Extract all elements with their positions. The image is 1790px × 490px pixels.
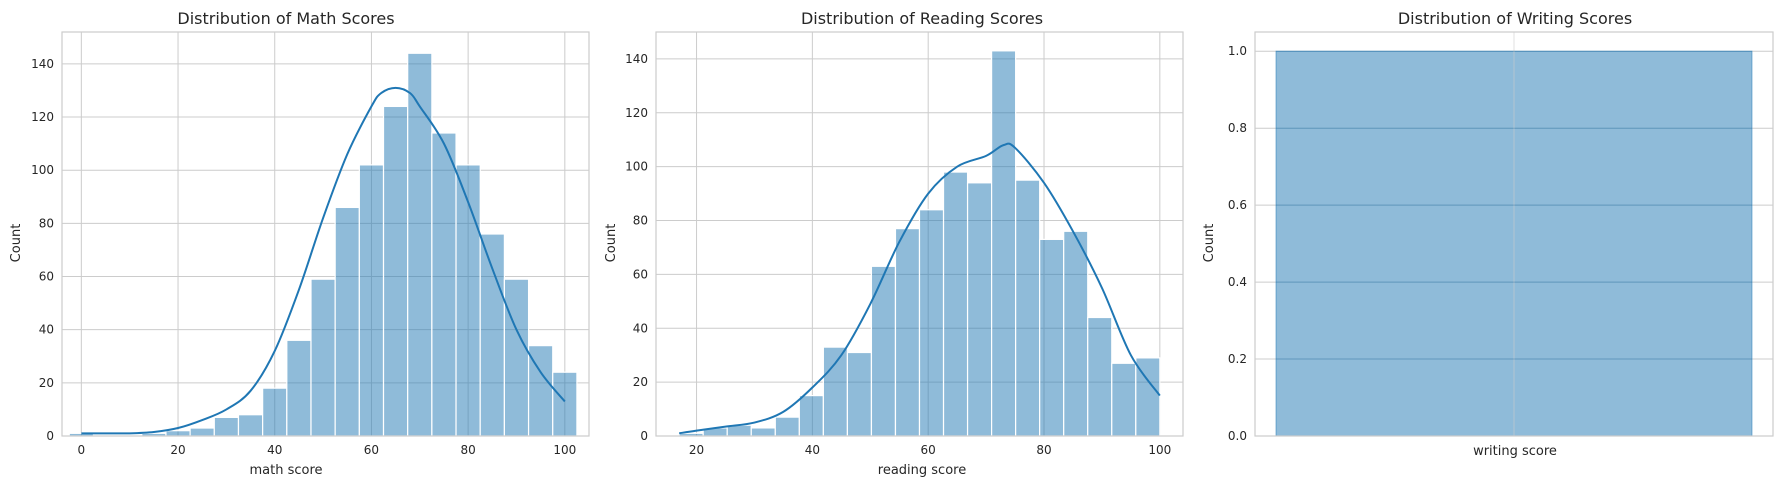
y-tick-label: 120 <box>625 106 648 120</box>
x-tick-label: 40 <box>805 443 820 457</box>
x-tick-label: 80 <box>460 443 475 457</box>
histogram-bar <box>479 233 505 437</box>
histogram-bar <box>552 371 578 437</box>
x-tick-label: 40 <box>267 443 282 457</box>
y-tick-label: 60 <box>39 270 54 284</box>
x-axis-label: reading score <box>878 463 966 478</box>
histogram-bar <box>870 265 897 437</box>
histogram-bar <box>894 228 921 437</box>
y-tick-label: 20 <box>39 376 54 390</box>
histogram-bar <box>503 278 530 437</box>
axes-frame <box>61 31 590 437</box>
y-tick-label: 0 <box>46 429 54 443</box>
histogram-bar <box>774 416 800 437</box>
histogram-bar <box>407 52 433 437</box>
kde-line <box>81 86 566 435</box>
y-tick-label: 0.8 <box>1228 121 1247 135</box>
histogram-bar <box>1087 316 1113 437</box>
y-tick-label: 40 <box>633 321 648 335</box>
histogram-bar <box>918 209 945 437</box>
y-tick-label: 80 <box>633 214 648 228</box>
chart-title: Distribution of Writing Scores <box>1398 9 1632 28</box>
x-tick-label: 20 <box>689 443 704 457</box>
histogram-bar <box>1063 230 1089 437</box>
math-score-histogram-panel: Distribution of Math Scores math score C… <box>9 9 590 478</box>
histogram-bar <box>1111 362 1137 437</box>
histogram-bar <box>846 351 873 437</box>
histogram-bar <box>822 346 848 437</box>
histogram-bar <box>455 164 481 437</box>
kde-line <box>679 142 1161 435</box>
histogram-bar <box>942 171 969 437</box>
y-tick-label: 40 <box>39 323 54 337</box>
y-tick-label: 0.2 <box>1228 352 1247 366</box>
x-tick-label: 100 <box>553 443 576 457</box>
y-tick-label: 1.0 <box>1228 44 1247 58</box>
y-tick-label: 20 <box>633 375 648 389</box>
histogram-bar <box>165 430 191 437</box>
histogram-bar <box>310 278 336 437</box>
reading-score-histogram-panel: Distribution of Reading Scores reading s… <box>604 9 1184 478</box>
histogram-bar <box>991 50 1017 437</box>
plot-area: 0.0 0.2 0.4 0.6 0.8 1.0 <box>1228 31 1774 443</box>
histogram-bar <box>431 132 457 437</box>
histogram-bar <box>750 427 776 437</box>
histogram-bar <box>189 427 215 437</box>
x-tick-label: 0 <box>78 443 86 457</box>
axes-frame <box>655 31 1184 437</box>
writing-score-histogram-panel: Distribution of Writing Scores writing s… <box>1202 9 1774 459</box>
axes-frame <box>1254 31 1774 437</box>
chart-title: Distribution of Math Scores <box>177 9 394 28</box>
y-tick-label: 0.6 <box>1228 198 1247 212</box>
histogram-bar <box>358 164 385 437</box>
x-axis-label: writing score <box>1473 444 1557 459</box>
x-tick-label: 20 <box>170 443 185 457</box>
y-tick-label: 0.0 <box>1228 429 1247 443</box>
y-tick-label: 0.4 <box>1228 275 1247 289</box>
histogram-bar <box>286 339 312 437</box>
y-tick-label: 60 <box>633 267 648 281</box>
y-tick-label: 100 <box>31 163 54 177</box>
histogram-bar <box>334 206 360 437</box>
x-tick-label: 80 <box>1036 443 1051 457</box>
x-tick-label: 100 <box>1148 443 1171 457</box>
histogram-bar <box>213 416 240 437</box>
x-axis-label: math score <box>249 463 322 478</box>
plot-area: 0 20 40 60 80 100 120 140 20 40 60 80 100 <box>625 31 1184 457</box>
y-tick-label: 80 <box>39 216 54 230</box>
y-tick-label: 140 <box>625 52 648 66</box>
x-tick-label: 60 <box>364 443 379 457</box>
y-tick-label: 140 <box>31 57 54 71</box>
histogram-bar <box>798 395 824 437</box>
y-axis-label: Count <box>1202 224 1217 263</box>
chart-title: Distribution of Reading Scores <box>801 9 1043 28</box>
histogram-bar <box>966 182 993 437</box>
plot-area: 0 20 40 60 80 100 120 140 0 20 40 60 80 100 <box>31 31 590 457</box>
y-axis-label: Count <box>604 224 619 263</box>
histogram-bar <box>237 414 264 437</box>
y-tick-label: 0 <box>640 429 648 443</box>
y-axis-label: Count <box>9 224 24 263</box>
histogram-bar <box>382 105 409 437</box>
histogram-bar <box>1039 238 1065 437</box>
y-tick-label: 100 <box>625 160 648 174</box>
histogram-bar <box>262 387 288 437</box>
x-tick-label: 60 <box>921 443 936 457</box>
histogram-bar <box>1015 179 1041 437</box>
y-tick-label: 120 <box>31 110 54 124</box>
